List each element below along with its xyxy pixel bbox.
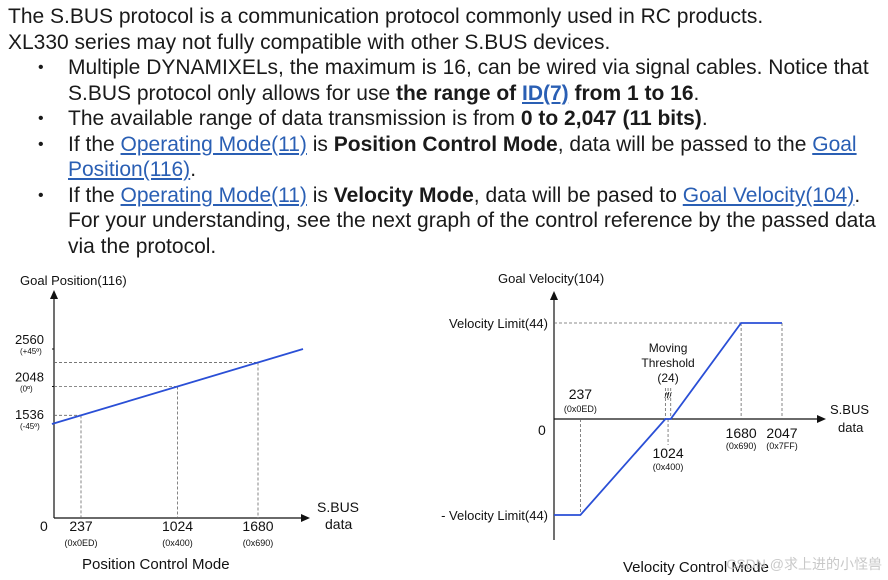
x-tick-label: 1024	[162, 518, 193, 534]
chart-title: Velocity Control Mode	[623, 559, 769, 576]
x-tick-label: 237	[69, 518, 93, 534]
goal-position-line	[51, 348, 304, 425]
bullet-text: Multiple DYNAMIXELs, the maximum is 16, …	[68, 56, 869, 105]
operating-mode-link[interactable]: Operating Mode(11)	[120, 183, 307, 207]
x-tick-sublabel: (0x690)	[243, 538, 274, 548]
list-item-position-mode: If the Operating Mode(11) is Position Co…	[38, 132, 884, 183]
bullet-text: , data will be pased to	[473, 183, 683, 207]
threshold-annotation: Moving	[649, 341, 688, 355]
id-link[interactable]: ID(7)	[522, 81, 569, 105]
x-tick-sublabel: (0x0ED)	[64, 538, 97, 548]
bullet-text: is	[306, 183, 334, 207]
x-axis-label: data	[325, 516, 352, 532]
x-axis-arrow	[301, 514, 310, 522]
x-tick-label: 237	[569, 386, 593, 402]
x-tick-sublabel: (0x400)	[162, 538, 193, 548]
x-tick-sublabel: (0x0ED)	[564, 404, 597, 414]
bullet-text: If the	[68, 183, 121, 207]
goal-position-link[interactable]: Goal Position(116)	[68, 132, 857, 182]
x-axis-label: data	[838, 420, 864, 435]
intro-paragraph: The S.BUS protocol is a communication pr…	[8, 4, 884, 55]
list-item-id-range: Multiple DYNAMIXELs, the maximum is 16, …	[38, 55, 884, 106]
goal-velocity-link[interactable]: Goal Velocity(104)	[682, 183, 855, 207]
y-tick-label: 1536	[15, 407, 44, 422]
y-tick-sublabel: (+45º)	[20, 347, 42, 356]
y-tick-label: - Velocity Limit(44)	[441, 508, 548, 523]
x-tick-label: 2047	[766, 425, 797, 441]
bold-text: the range of	[395, 81, 522, 105]
y-tick-label: Velocity Limit(44)	[449, 316, 548, 331]
bullet-text: If the	[68, 132, 121, 156]
x-tick-sublabel: (0x690)	[726, 441, 757, 451]
x-axis-label: S.BUS	[317, 499, 359, 515]
y-tick-label: 2560	[15, 332, 44, 347]
y-axis-arrow	[50, 290, 58, 299]
y-axis-label: Goal Position(116)	[20, 273, 127, 288]
x-tick-label: 1680	[726, 425, 757, 441]
x-tick-label: 1024	[652, 445, 683, 461]
feature-list: Multiple DYNAMIXELs, the maximum is 16, …	[8, 55, 884, 259]
bold-text: 0 to 2,047 (11 bits)	[520, 107, 702, 130]
list-item-velocity-mode: If the Operating Mode(11) is Velocity Mo…	[38, 183, 884, 260]
list-item-data-range: The available range of data transmission…	[38, 106, 884, 132]
y-tick-label: 2048	[15, 370, 44, 385]
origin-label: 0	[538, 422, 546, 438]
bullet-text: is	[306, 132, 334, 156]
intro-line-1: The S.BUS protocol is a communication pr…	[8, 5, 764, 28]
bold-text: Position Control Mode	[333, 132, 558, 156]
bullet-text: .	[190, 158, 197, 181]
bullet-text: .	[701, 107, 708, 130]
y-axis-label: Goal Velocity(104)	[498, 271, 604, 286]
intro-line-2: XL330 series may not fully compatible wi…	[8, 30, 611, 54]
threshold-marker: //	[664, 391, 669, 400]
watermark: CSDN @求上进的小怪兽	[726, 556, 882, 572]
x-tick-sublabel: (0x400)	[653, 462, 684, 472]
y-axis-arrow	[550, 291, 558, 300]
y-tick-sublabel: (0º)	[20, 385, 33, 394]
threshold-annotation: (24)	[657, 371, 678, 385]
operating-mode-link[interactable]: Operating Mode(11)	[120, 132, 307, 156]
x-tick-sublabel: (0x7FF)	[766, 441, 798, 451]
x-axis-label: S.BUS	[830, 402, 869, 417]
chart-title: Position Control Mode	[82, 556, 230, 573]
threshold-marker: //	[667, 391, 672, 400]
x-axis-arrow	[817, 415, 826, 423]
bullet-text: The available range of data transmission…	[68, 107, 521, 130]
description-text: The S.BUS protocol is a communication pr…	[8, 4, 884, 259]
bullet-text: , data will be passed to the	[557, 132, 813, 156]
x-tick-label: 1680	[242, 518, 273, 534]
bullet-text: .	[693, 81, 700, 105]
bold-text: from 1 to 16	[568, 81, 694, 105]
goal-velocity-line	[554, 322, 782, 516]
y-tick-sublabel: (-45º)	[20, 422, 40, 431]
bold-text: Velocity Mode	[333, 183, 474, 207]
origin-label: 0	[40, 518, 48, 534]
bullet-text: . For your understanding, see the next g…	[68, 183, 876, 258]
threshold-annotation: Threshold	[641, 356, 694, 370]
